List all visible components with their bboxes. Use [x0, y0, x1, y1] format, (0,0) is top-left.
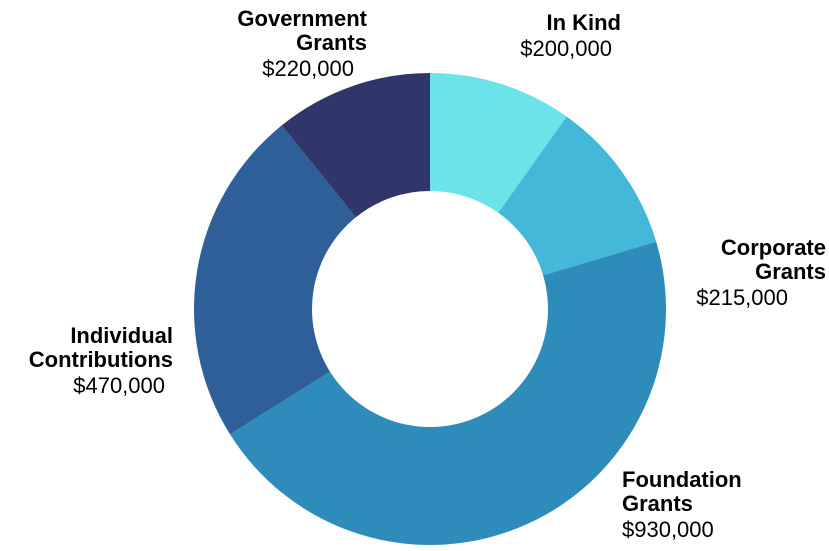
slice-value-individual-contributions: $470,000 — [73, 373, 165, 398]
slice-name-foundation-grants-line-1: Grants — [622, 491, 693, 516]
slice-value-government-grants: $220,000 — [262, 56, 354, 81]
slice-name-government-grants-line-1: Grants — [296, 30, 367, 55]
slice-name-individual-contributions-line-0: Individual — [70, 323, 173, 348]
slice-individual-contributions — [194, 125, 356, 435]
slice-name-foundation-grants-line-0: Foundation — [622, 467, 742, 492]
slices-layer — [194, 73, 667, 546]
slice-name-corporate-grants-line-1: Grants — [755, 259, 826, 284]
slice-name-in-kind-line-0: In Kind — [546, 10, 621, 35]
slice-value-in-kind: $200,000 — [520, 36, 612, 61]
labels-layer: In Kind$200,000CorporateGrants$215,000Fo… — [29, 6, 826, 542]
slice-foundation-grants — [230, 241, 667, 546]
slice-value-corporate-grants: $215,000 — [696, 285, 788, 310]
slice-label-in-kind: In Kind$200,000 — [520, 10, 621, 61]
slice-name-individual-contributions-line-1: Contributions — [29, 347, 173, 372]
slice-value-foundation-grants: $930,000 — [622, 517, 714, 542]
slice-name-government-grants-line-0: Government — [237, 6, 367, 31]
slice-corporate-grants — [498, 116, 657, 276]
slice-name-corporate-grants-line-0: Corporate — [721, 235, 826, 260]
slice-in-kind — [430, 73, 567, 213]
slice-government-grants — [281, 73, 430, 218]
